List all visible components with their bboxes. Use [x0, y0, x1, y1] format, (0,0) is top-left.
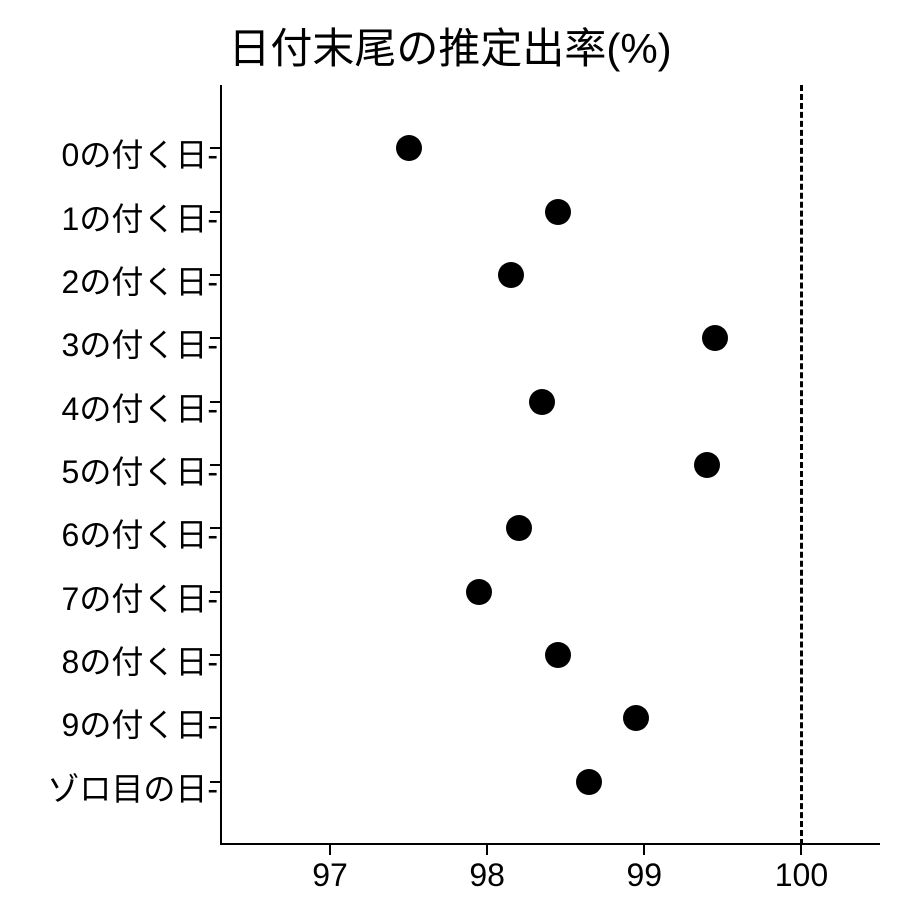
- chart-container: 日付末尾の推定出率(%) 0の付く日- 1の付く日- 2の付く日- 3の付く日- 4の付…: [0, 0, 900, 900]
- y-tick-label: 6の付く日-: [62, 510, 218, 556]
- y-tick-label: 0の付く日-: [62, 130, 218, 176]
- y-tick-label: 3の付く日-: [62, 320, 218, 366]
- chart-title: 日付末尾の推定出率(%): [228, 15, 671, 76]
- y-tick-mark: [210, 527, 220, 529]
- y-tick-label: 8の付く日-: [62, 637, 218, 683]
- data-point: [576, 769, 602, 795]
- x-tick-mark: [486, 845, 488, 855]
- x-tick-label: 98: [469, 857, 505, 894]
- y-tick-label: 9の付く日-: [62, 700, 218, 746]
- x-tick-label: 100: [775, 857, 828, 894]
- data-point: [396, 135, 422, 161]
- data-point: [545, 642, 571, 668]
- reference-line: [800, 85, 803, 845]
- x-tick-label: 97: [312, 857, 348, 894]
- y-tick-label: 7の付く日-: [62, 574, 218, 620]
- y-tick-mark: [210, 464, 220, 466]
- y-tick-label: 2の付く日-: [62, 257, 218, 303]
- y-tick-mark: [210, 147, 220, 149]
- y-tick-label: 4の付く日-: [62, 384, 218, 430]
- data-point: [702, 325, 728, 351]
- y-tick-label: 1の付く日-: [62, 194, 218, 240]
- data-point: [529, 389, 555, 415]
- y-tick-mark: [210, 717, 220, 719]
- x-tick-mark: [329, 845, 331, 855]
- y-tick-label: ゾロ目の日-: [47, 764, 218, 810]
- data-point: [498, 262, 524, 288]
- x-tick-mark: [643, 845, 645, 855]
- data-point: [694, 452, 720, 478]
- x-tick-mark: [800, 845, 802, 855]
- data-point: [506, 515, 532, 541]
- y-tick-mark: [210, 211, 220, 213]
- y-tick-mark: [210, 274, 220, 276]
- data-point: [466, 579, 492, 605]
- data-point: [545, 199, 571, 225]
- y-tick-mark: [210, 781, 220, 783]
- y-tick-mark: [210, 654, 220, 656]
- y-tick-mark: [210, 401, 220, 403]
- y-tick-mark: [210, 337, 220, 339]
- plot-area: [220, 85, 880, 845]
- y-tick-label: 5の付く日-: [62, 447, 218, 493]
- y-tick-mark: [210, 591, 220, 593]
- x-tick-label: 99: [626, 857, 662, 894]
- data-point: [623, 705, 649, 731]
